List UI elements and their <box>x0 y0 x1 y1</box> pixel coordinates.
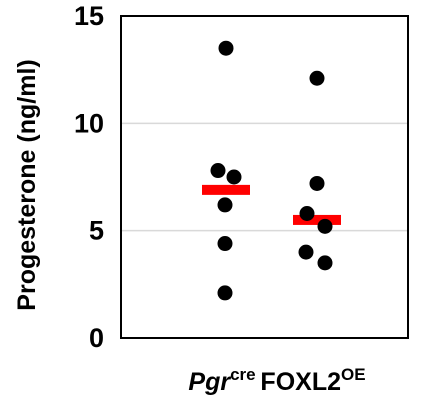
y-tick-labels: 0 5 10 15 <box>74 1 104 353</box>
data-point <box>299 205 315 221</box>
data-point <box>298 244 314 260</box>
category-main-text: FOXL2 <box>260 368 341 396</box>
x-category-label: FOXL2OE <box>260 365 365 396</box>
category-labels: Pgrcre FOXL2OE <box>188 365 365 396</box>
y-axis-title: Progesterone (ng/ml) <box>13 59 41 310</box>
data-point <box>218 40 234 56</box>
data-point <box>217 197 233 213</box>
data-point <box>210 163 226 179</box>
data-point <box>317 255 333 271</box>
data-point <box>309 175 325 191</box>
grid-layer <box>121 122 408 232</box>
data-point <box>309 70 325 86</box>
data-points <box>210 40 333 301</box>
plot-frame <box>120 15 409 339</box>
mean-bar <box>293 214 341 225</box>
data-point <box>317 218 333 234</box>
x-category-label: Pgrcre <box>188 365 255 396</box>
y-tick-label: 10 <box>74 108 104 138</box>
category-superscript: OE <box>341 365 366 384</box>
mean-bars <box>202 184 341 225</box>
data-point <box>226 169 242 185</box>
data-point <box>217 285 233 301</box>
y-tick-label: 0 <box>89 323 104 353</box>
y-tick-label: 15 <box>74 1 104 31</box>
data-point <box>217 236 233 252</box>
category-main-text: Pgr <box>188 368 231 396</box>
category-superscript: cre <box>230 365 256 384</box>
mean-bar <box>202 184 250 195</box>
y-tick-label: 5 <box>89 216 104 246</box>
